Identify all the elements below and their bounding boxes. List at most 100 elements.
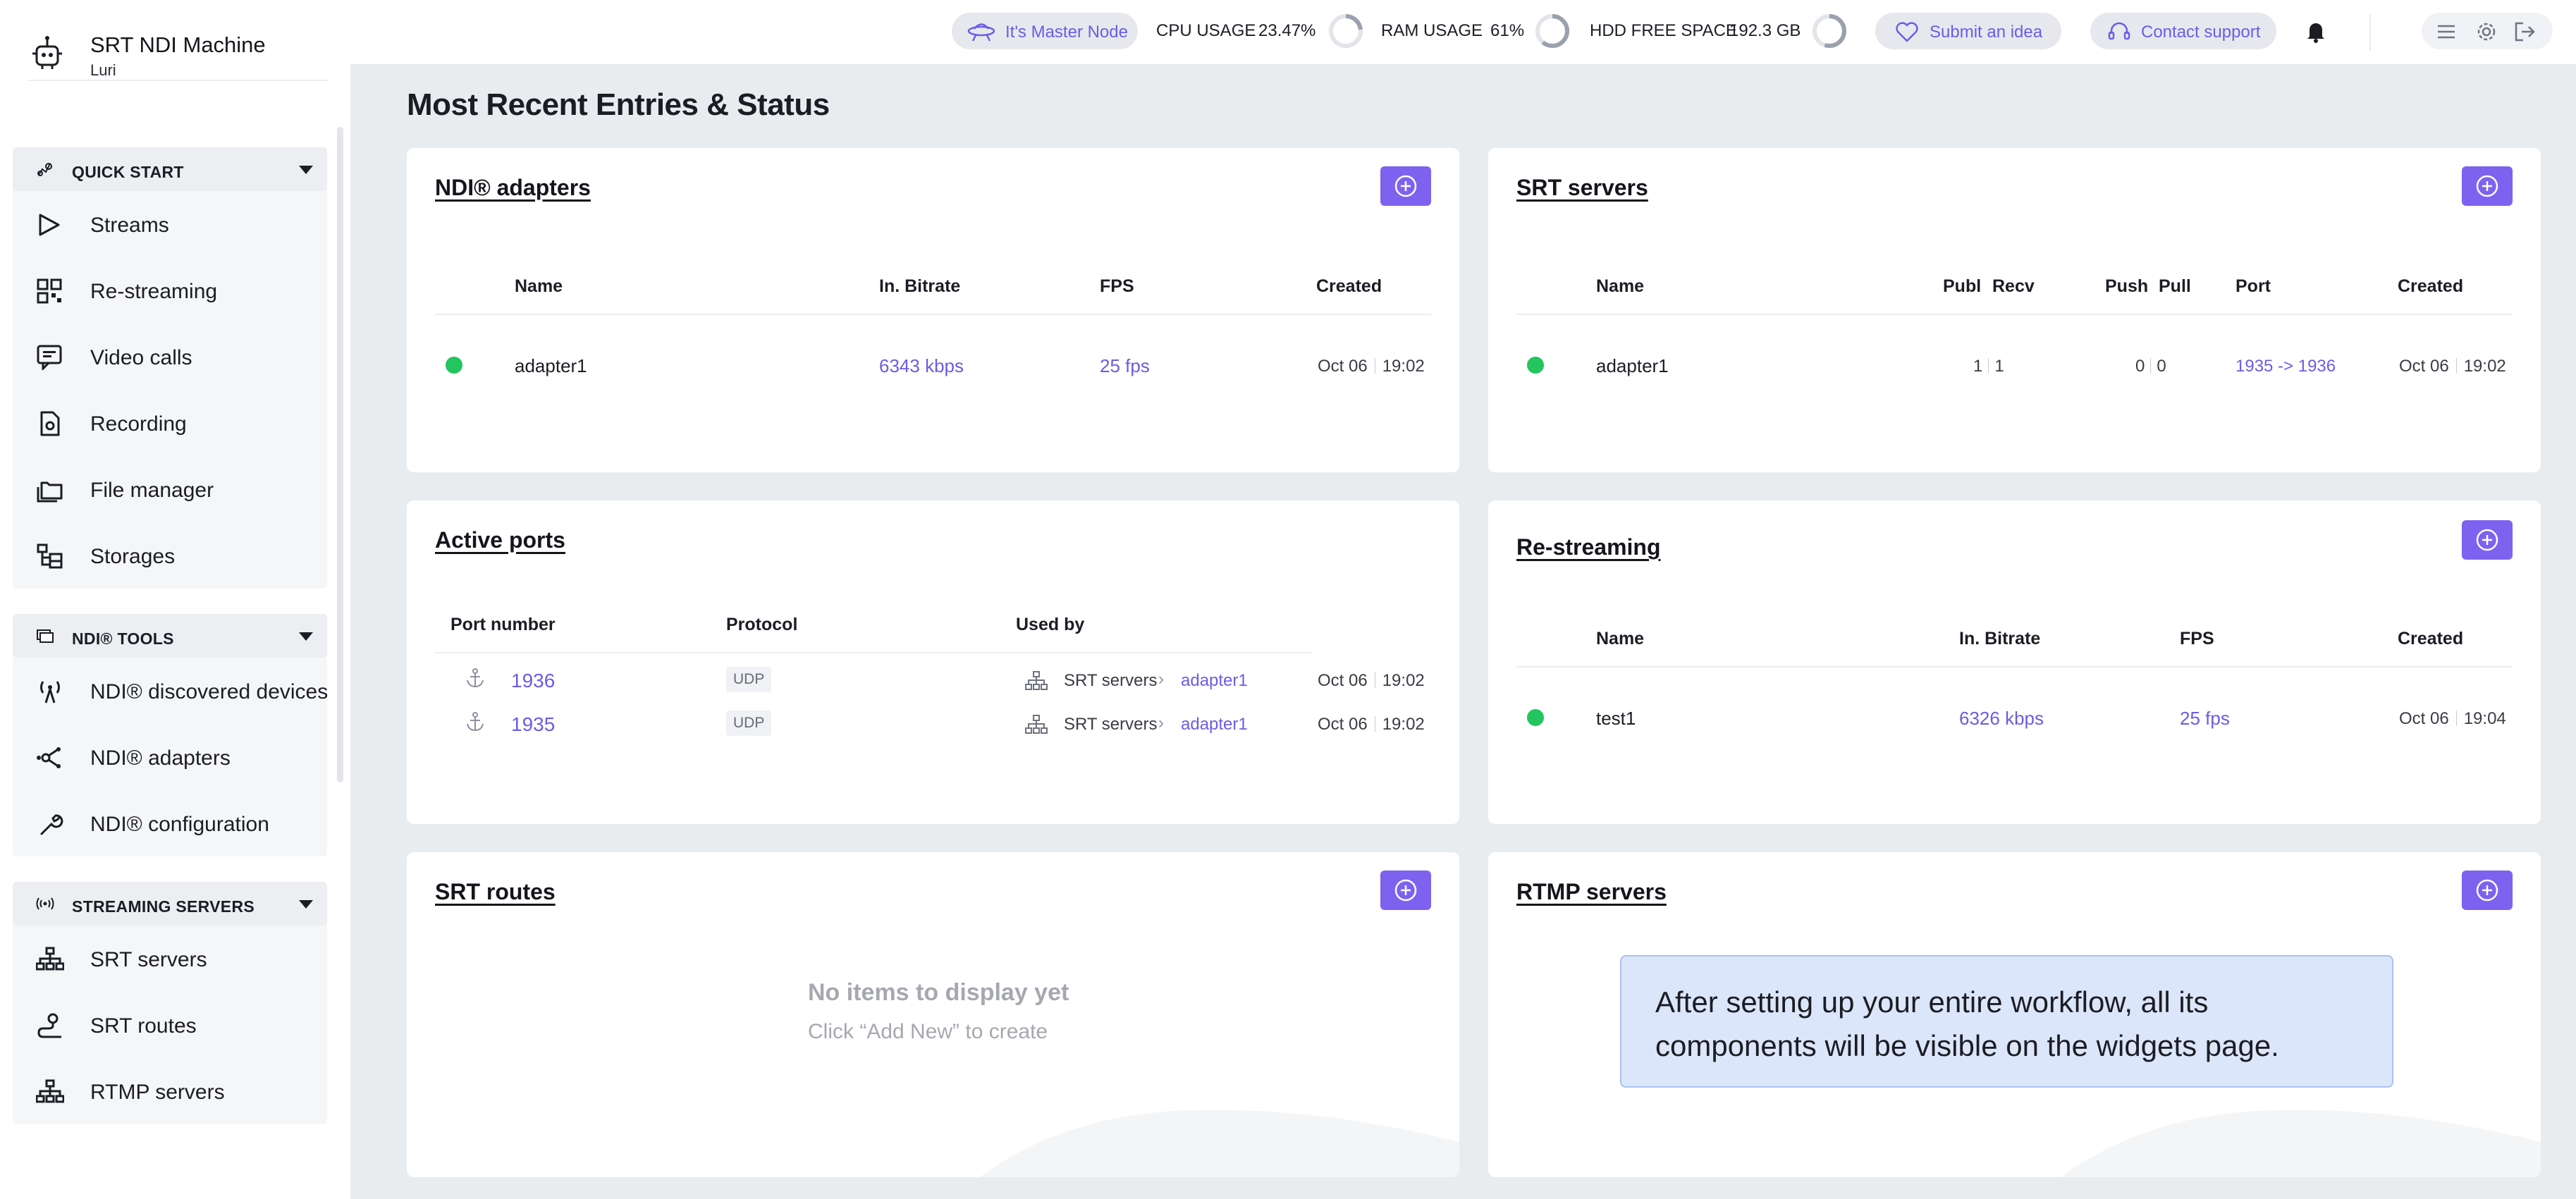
chevron-down-icon[interactable]	[299, 632, 313, 641]
chevron-down-icon[interactable]	[299, 900, 313, 909]
column-header[interactable]: Created	[1316, 276, 1382, 296]
row-created: Oct 06 19:02	[2399, 357, 2506, 376]
row-name[interactable]: adapter1	[515, 355, 587, 376]
sidebar-item-label: Re-streaming	[90, 280, 218, 303]
column-header[interactable]: Recv	[1992, 276, 2035, 296]
sidebar-item-srt-routes[interactable]: SRT routes	[13, 992, 327, 1058]
card-title-srt-routes[interactable]: SRT routes	[435, 879, 556, 904]
sidebar-item-streams[interactable]: Streams	[13, 191, 327, 257]
srt-servers-card: SRT servers Name Publ Recv Push Pull Por…	[1488, 148, 2541, 472]
column-header[interactable]: FPS	[2180, 629, 2214, 648]
play-icon	[39, 214, 60, 236]
sidebar-item-ndi-configuration[interactable]: NDI® configuration	[13, 790, 327, 856]
bell-icon[interactable]	[2303, 18, 2329, 44]
pull-value: 0	[2157, 357, 2166, 376]
table-divider	[435, 652, 1313, 653]
nodes-icon	[37, 747, 61, 768]
column-header[interactable]: FPS	[1100, 276, 1134, 296]
column-header[interactable]: Name	[515, 276, 563, 296]
qr-icon	[37, 278, 62, 304]
column-header[interactable]: Name	[1596, 276, 1645, 296]
sidebar-section-ndi-tools: NDI® TOOLS NDI® discovered devices NDI® …	[13, 614, 328, 856]
anchor-icon	[467, 712, 484, 732]
used-by-group[interactable]: SRT servers	[1064, 671, 1158, 690]
master-node-badge[interactable]: It's Master Node	[952, 13, 1138, 49]
used-by-target[interactable]: adapter1	[1181, 715, 1248, 734]
column-header[interactable]: Pull	[2159, 276, 2191, 296]
hierarchy-icon	[1025, 715, 1048, 734]
sidebar-item-srt-servers[interactable]: SRT servers	[13, 926, 327, 992]
menu-icon[interactable]	[2436, 21, 2457, 42]
sidebar-item-ndi-adapters[interactable]: NDI® adapters	[13, 724, 327, 790]
created-date: Oct 06	[2399, 357, 2449, 376]
add-srt-server-button[interactable]	[2462, 166, 2513, 206]
section-title: QUICK START	[72, 163, 184, 181]
info-text: After setting up your entire workflow, a…	[1655, 985, 2279, 1062]
row-port[interactable]: 1935 -> 1936	[2235, 357, 2336, 376]
column-header[interactable]: Protocol	[726, 615, 798, 634]
column-header[interactable]: In. Bitrate	[879, 276, 961, 296]
column-header[interactable]: Created	[2398, 276, 2464, 296]
cpu-gauge	[1329, 14, 1363, 48]
row-name[interactable]: test1	[1596, 708, 1636, 729]
created-time: 19:02	[1382, 357, 1425, 376]
column-header[interactable]: Port number	[450, 615, 556, 634]
row-created: Oct 06 19:02	[1318, 715, 1425, 734]
column-header[interactable]: Push	[2105, 276, 2149, 296]
sidebar-scrollbar[interactable]	[337, 127, 343, 782]
add-rtmp-server-button[interactable]	[2462, 871, 2513, 910]
sidebar-item-label: RTMP servers	[90, 1081, 225, 1104]
used-by-target[interactable]: adapter1	[1181, 671, 1248, 690]
port-number[interactable]: 1936	[511, 670, 556, 691]
card-title-restreaming[interactable]: Re-streaming	[1516, 534, 1661, 560]
sidebar-item-label: NDI® adapters	[90, 746, 231, 770]
port-number[interactable]: 1935	[511, 713, 556, 735]
row-name[interactable]: adapter1	[1596, 355, 1669, 376]
ndi-adapters-card: NDI® adapters Name In. Bitrate FPS Creat…	[407, 148, 1459, 472]
submit-idea-button[interactable]: Submit an idea	[1875, 13, 2061, 49]
decorative-wave	[980, 1109, 1459, 1177]
logout-icon[interactable]	[2513, 21, 2536, 42]
sidebar-item-re-streaming[interactable]: Re-streaming	[13, 257, 327, 324]
storage-tree-icon	[37, 543, 63, 569]
brand[interactable]: SRT NDI Machine Luri	[28, 28, 328, 81]
status-dot	[446, 357, 462, 374]
section-header-ndi-tools[interactable]: NDI® TOOLS	[13, 614, 327, 658]
sidebar-item-ndi-discovered-devices[interactable]: NDI® discovered devices	[13, 658, 328, 724]
card-title-active-ports[interactable]: Active ports	[435, 527, 565, 553]
column-header[interactable]: Used by	[1016, 615, 1085, 634]
card-title-ndi-adapters[interactable]: NDI® adapters	[435, 175, 591, 200]
section-header-quick-start[interactable]: QUICK START	[13, 147, 327, 191]
used-by-group[interactable]: SRT servers	[1064, 715, 1158, 734]
antenna-icon	[40, 681, 60, 703]
plus-circle-icon	[2476, 879, 2498, 902]
add-srt-route-button[interactable]	[1380, 871, 1431, 910]
section-header-streaming-servers[interactable]: STREAMING SERVERS	[13, 882, 327, 926]
add-restreaming-button[interactable]	[2462, 520, 2513, 560]
contact-support-button[interactable]: Contact support	[2090, 13, 2276, 49]
sidebar-item-rtmp-servers[interactable]: RTMP servers	[13, 1058, 327, 1124]
column-header[interactable]: Name	[1596, 629, 1645, 648]
card-title-srt-servers[interactable]: SRT servers	[1516, 175, 1648, 200]
chevron-down-icon[interactable]	[299, 166, 313, 174]
sidebar-item-video-calls[interactable]: Video calls	[13, 324, 327, 390]
created-time: 19:02	[1382, 671, 1425, 690]
sidebar-item-label: Storages	[90, 545, 176, 568]
publ-value: 1	[1973, 357, 1983, 376]
gear-icon[interactable]	[2475, 20, 2498, 43]
sidebar-item-file-manager[interactable]: File manager	[13, 456, 327, 522]
anchor-icon	[467, 668, 484, 688]
column-header[interactable]: Port	[2235, 276, 2271, 296]
chat-icon	[37, 345, 62, 370]
topbar: It's Master Node CPU USAGE 23.47% RAM US…	[350, 0, 2576, 65]
column-header[interactable]: Created	[2398, 629, 2464, 648]
recv-value: 1	[1994, 357, 2004, 376]
add-ndi-adapter-button[interactable]	[1380, 166, 1431, 206]
chevron-right-icon: ›	[1158, 713, 1164, 732]
sidebar-item-recording[interactable]: Recording	[13, 390, 327, 456]
column-header[interactable]: Publ	[1943, 276, 1982, 296]
card-title-rtmp-servers[interactable]: RTMP servers	[1516, 879, 1667, 904]
sidebar-item-storages[interactable]: Storages	[13, 522, 327, 589]
column-header[interactable]: In. Bitrate	[1959, 629, 2041, 648]
